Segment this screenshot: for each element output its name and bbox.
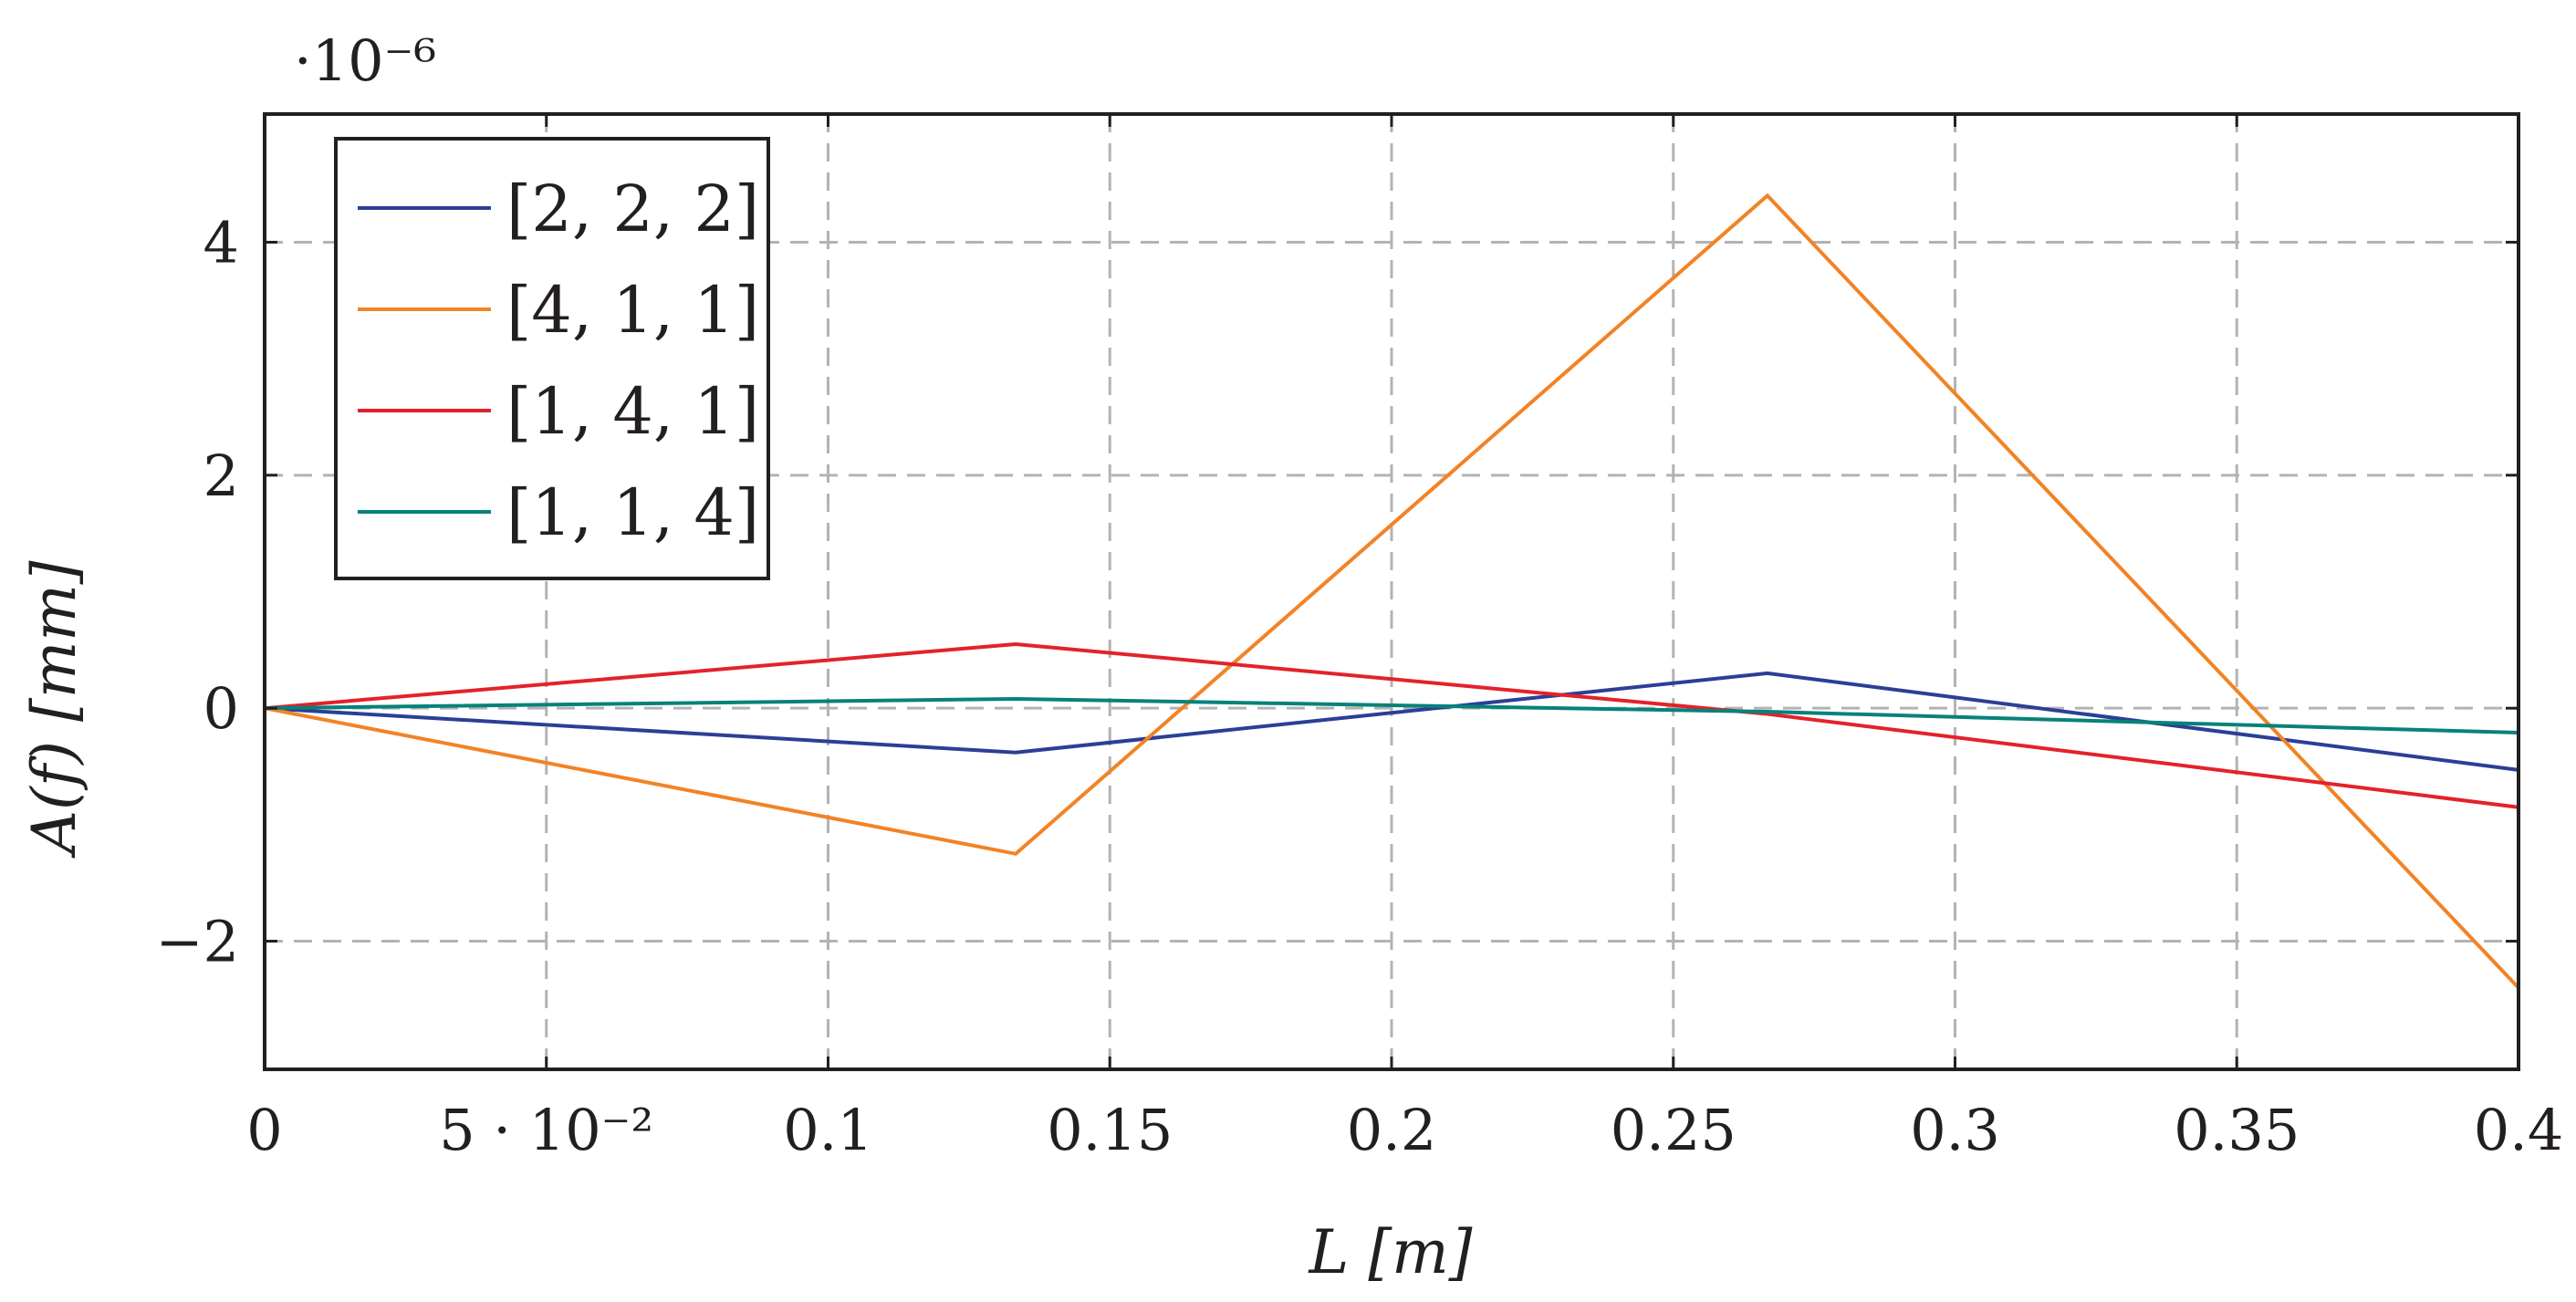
- x-tick-label: 0.25: [1611, 1097, 1736, 1163]
- y-tick-label: 0: [203, 675, 239, 742]
- legend-label: [2, 2, 2]: [506, 172, 759, 246]
- y-axis-title: A(f) [mm]: [19, 560, 89, 859]
- series-line: [264, 641, 2519, 809]
- series-line: [264, 696, 2519, 734]
- x-tick-labels: 0 5 · 10⁻² 0.1 0.15 0.2 0.25 0.3 0.35 0.4: [246, 1097, 2563, 1163]
- series-layer: [264, 193, 2520, 989]
- legend-label: [1, 4, 1]: [506, 374, 759, 449]
- grid: [265, 114, 2519, 1069]
- legend-label: [1, 1, 4]: [506, 475, 759, 550]
- x-tick-label: 0: [246, 1097, 282, 1163]
- tick-marks: [263, 114, 2520, 1069]
- x-tick-label: 0.35: [2174, 1097, 2300, 1163]
- legend: [2, 2, 2] [4, 1, 1] [1, 4, 1] [1, 1, 4]: [334, 137, 770, 580]
- x-axis-title: L [m]: [1309, 1217, 1473, 1287]
- x-tick-label: 0.15: [1047, 1097, 1173, 1163]
- x-tick-label: 0.2: [1347, 1097, 1437, 1163]
- x-tick-label: 0.3: [1910, 1097, 2000, 1163]
- x-tick-label: 0.4: [2474, 1097, 2564, 1163]
- y-tick-labels: −2 0 2 4: [156, 209, 239, 974]
- y-tick-label: 4: [203, 209, 239, 276]
- series-line: [264, 193, 2520, 989]
- y-tick-label: −2: [156, 909, 239, 975]
- y-tick-label: 2: [203, 443, 239, 509]
- x-tick-label: 5 · 10⁻²: [439, 1097, 653, 1163]
- y-scale-label: ·10⁻⁶: [294, 27, 436, 94]
- legend-box: [334, 137, 770, 580]
- legend-label: [4, 1, 1]: [506, 273, 759, 348]
- x-tick-label: 0.1: [783, 1097, 873, 1163]
